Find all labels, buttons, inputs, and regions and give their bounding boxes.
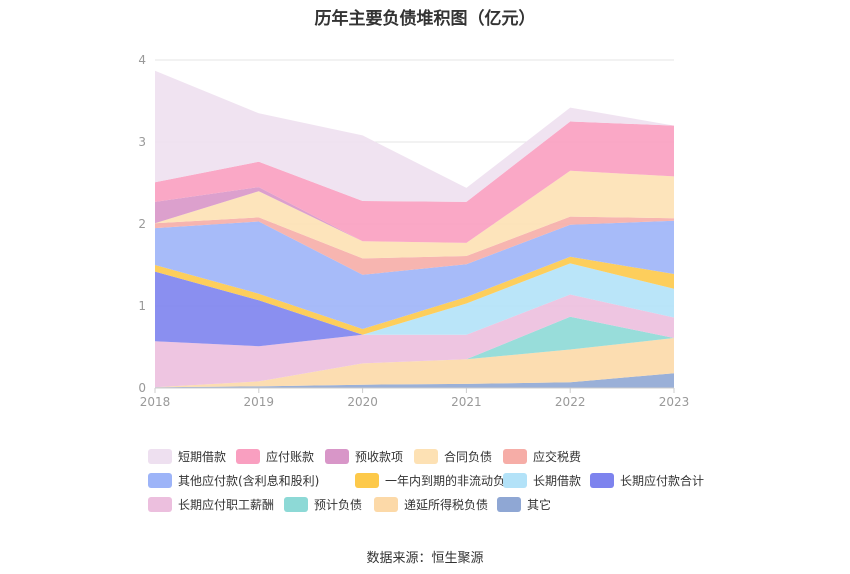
area-其他应付款(含利息和股利) (155, 220, 674, 329)
area-应交税费 (155, 216, 674, 275)
x-tick-label: 2020 (347, 395, 378, 409)
legend-item[interactable]: 短期借款 (148, 448, 226, 464)
legend-item[interactable]: 长期借款 (503, 472, 581, 488)
area-其它 (155, 373, 674, 388)
legend-swatch (284, 496, 308, 512)
legend-item[interactable]: 长期应付款合计 (590, 472, 704, 488)
legend-swatch (414, 448, 438, 464)
legend-item[interactable]: 预计负债 (284, 496, 362, 512)
legend-swatch (503, 472, 527, 488)
area-长期借款 (155, 263, 674, 335)
x-axis: 2018 2019 2020 2021 2022 2023 (140, 387, 690, 409)
legend-item[interactable]: 长期应付职工薪酬 (148, 496, 274, 512)
legend-label: 预计负债 (314, 497, 363, 512)
area-长期应付职工薪酬 (155, 294, 674, 388)
legend-swatch (374, 496, 398, 512)
legend-item[interactable]: 合同负债 (414, 448, 492, 464)
legend-item[interactable]: 预收款项 (325, 448, 403, 464)
legend-swatch (148, 496, 172, 512)
area-合同负债 (155, 170, 674, 259)
legend-item[interactable]: 递延所得税负债 (374, 496, 488, 512)
legend-label: 应付账款 (266, 449, 315, 464)
legend-label: 一年内到期的非流动负债 (385, 473, 518, 488)
legend-swatch (236, 448, 260, 464)
x-tick-label: 2018 (140, 395, 171, 409)
legend-item[interactable]: 其它 (497, 496, 551, 512)
legend-swatch (325, 448, 349, 464)
legend-label: 合同负债 (444, 449, 493, 464)
legend-label: 其他应付款(含利息和股利) (178, 473, 320, 488)
legend-label: 长期借款 (533, 473, 582, 488)
legend-label: 长期应付职工薪酬 (178, 497, 275, 512)
legend-item[interactable]: 应付账款 (236, 448, 314, 464)
legend-label: 递延所得税负债 (404, 497, 489, 512)
x-tick-label: 2021 (451, 395, 482, 409)
legend-item[interactable]: 一年内到期的非流动负债 (355, 472, 517, 488)
legend-label: 预收款项 (355, 449, 404, 464)
legend-swatch (497, 496, 521, 512)
legend-label: 短期借款 (178, 449, 227, 464)
area-短期借款 (155, 70, 674, 202)
source-note: 数据来源：恒生聚源 (366, 551, 484, 566)
y-tick-label: 4 (138, 53, 146, 67)
area-预计负债 (155, 316, 674, 388)
legend-swatch (503, 448, 527, 464)
area-应付账款 (155, 121, 674, 243)
legend-swatch (590, 472, 614, 488)
y-axis: 0 1 2 3 4 (138, 53, 146, 395)
x-tick-label: 2023 (659, 395, 690, 409)
area-递延所得税负债 (155, 338, 674, 388)
x-tick-label: 2019 (244, 395, 275, 409)
y-tick-label: 1 (138, 299, 146, 313)
y-tick-label: 3 (138, 135, 146, 149)
y-tick-label: 0 (138, 381, 146, 395)
x-tick-label: 2022 (555, 395, 586, 409)
area-一年内到期的非流动负债 (155, 256, 674, 335)
legend-label: 长期应付款合计 (620, 473, 705, 488)
chart-title: 历年主要负债堆积图（亿元） (314, 9, 536, 29)
y-tick-label: 2 (138, 217, 146, 231)
legend-label: 应交税费 (533, 449, 582, 464)
legend-item[interactable]: 应交税费 (503, 448, 581, 464)
legend-swatch (355, 472, 379, 488)
legend-item[interactable]: 其他应付款(含利息和股利) (148, 472, 319, 488)
legend-swatch (148, 448, 172, 464)
area-series (155, 70, 674, 388)
legend-label: 其它 (527, 497, 552, 512)
legend-swatch (148, 472, 172, 488)
area-长期应付款合计 (155, 271, 674, 347)
stacked-area-chart: 2018 2019 2020 2021 2022 2023 0 1 2 3 4 (138, 53, 690, 409)
